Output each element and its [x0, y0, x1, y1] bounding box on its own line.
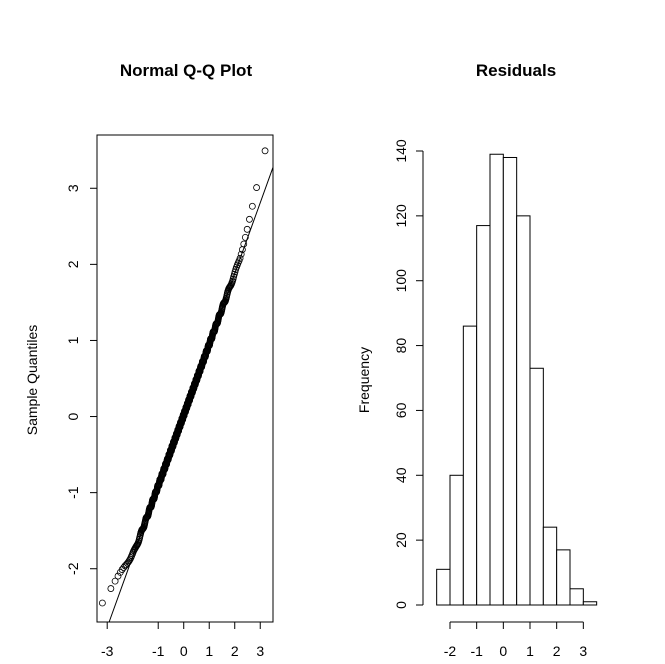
histogram-y-tick-label: 60 — [393, 402, 409, 418]
histogram-bar — [436, 568, 451, 606]
histogram-y-tick-label: 80 — [393, 338, 409, 354]
qq-point — [243, 225, 251, 233]
qq-x-tick-label: -3 — [101, 643, 114, 659]
histogram-y-tick-label: 120 — [393, 204, 409, 228]
histogram-x-tick-label: 3 — [579, 643, 587, 659]
qq-point — [253, 184, 260, 191]
histogram-y-tick-label: 0 — [393, 601, 409, 609]
qq-point — [240, 240, 248, 248]
histogram-y-tick-label: 20 — [393, 532, 409, 548]
histogram-panel: Residuals Frequency 020406080100120140-2… — [356, 61, 598, 659]
histogram-bar — [489, 153, 504, 606]
histogram-y-tick-label: 100 — [393, 269, 409, 293]
qq-point — [114, 572, 122, 580]
qq-x-tick-label: 0 — [180, 643, 188, 659]
qq-point — [98, 599, 106, 607]
qq-point — [261, 147, 269, 155]
histogram-x-tick-label: 1 — [526, 643, 534, 659]
qq-y-tick-label: 2 — [65, 260, 81, 268]
histogram-bar — [462, 325, 478, 606]
qq-point — [248, 202, 256, 210]
qq-x-tick-label: 3 — [256, 643, 264, 659]
qq-point — [246, 215, 253, 223]
histogram-bar — [529, 367, 544, 606]
qq-points-group — [98, 147, 269, 607]
histogram-bar — [569, 588, 584, 606]
qq-point — [237, 250, 245, 258]
histogram-bar — [516, 215, 531, 606]
qq-point — [107, 585, 115, 592]
histogram-bar — [556, 549, 571, 606]
qq-x-tick-label: 1 — [205, 643, 213, 659]
histogram-bar — [449, 474, 464, 606]
qq-plot-panel: Normal Q-Q Plot Sample Quantiles -3 -1 0 1 2… — [24, 61, 274, 659]
qq-point — [111, 577, 119, 585]
histogram-bar — [502, 156, 518, 606]
histogram-x-tick-label: -1 — [470, 643, 483, 659]
qq-axis-ticks: -3 -1 0 1 2 3 -2 -1 0 1 2 3 — [65, 184, 264, 659]
qq-y-tick-label: -2 — [65, 562, 81, 575]
histogram-bars-group — [436, 153, 598, 606]
qq-y-tick-label: 0 — [65, 412, 81, 420]
qq-x-tick-label: 2 — [231, 643, 239, 659]
histogram-y-tick-label: 40 — [393, 467, 409, 483]
qq-y-tick-label: 3 — [65, 184, 81, 192]
histogram-y-axis-label: Frequency — [356, 347, 372, 413]
qq-point — [241, 234, 249, 241]
histogram-bar — [582, 601, 598, 606]
qq-y-tick-label: -1 — [65, 486, 81, 499]
histogram-x-tick-label: 0 — [499, 643, 507, 659]
histogram-axis-ticks: 0 20 40 60 80 100 120 140 -2 -1 0 1 2 3 — [393, 139, 588, 659]
histogram-y-tick-label: 140 — [393, 139, 409, 163]
histogram-x-tick-label: 2 — [553, 643, 561, 659]
qq-plot-title: Normal Q-Q Plot — [120, 61, 253, 80]
qq-y-axis-label: Sample Quantiles — [24, 325, 40, 436]
histogram-x-tick-label: -2 — [444, 643, 457, 659]
qq-plot-frame — [96, 134, 274, 623]
histogram-title: Residuals — [476, 61, 556, 80]
histogram-bar — [542, 526, 558, 606]
histogram-bar — [476, 225, 491, 606]
qq-y-tick-label: 1 — [65, 336, 81, 344]
qq-x-tick-label: -1 — [152, 643, 165, 659]
qq-point — [236, 254, 244, 262]
